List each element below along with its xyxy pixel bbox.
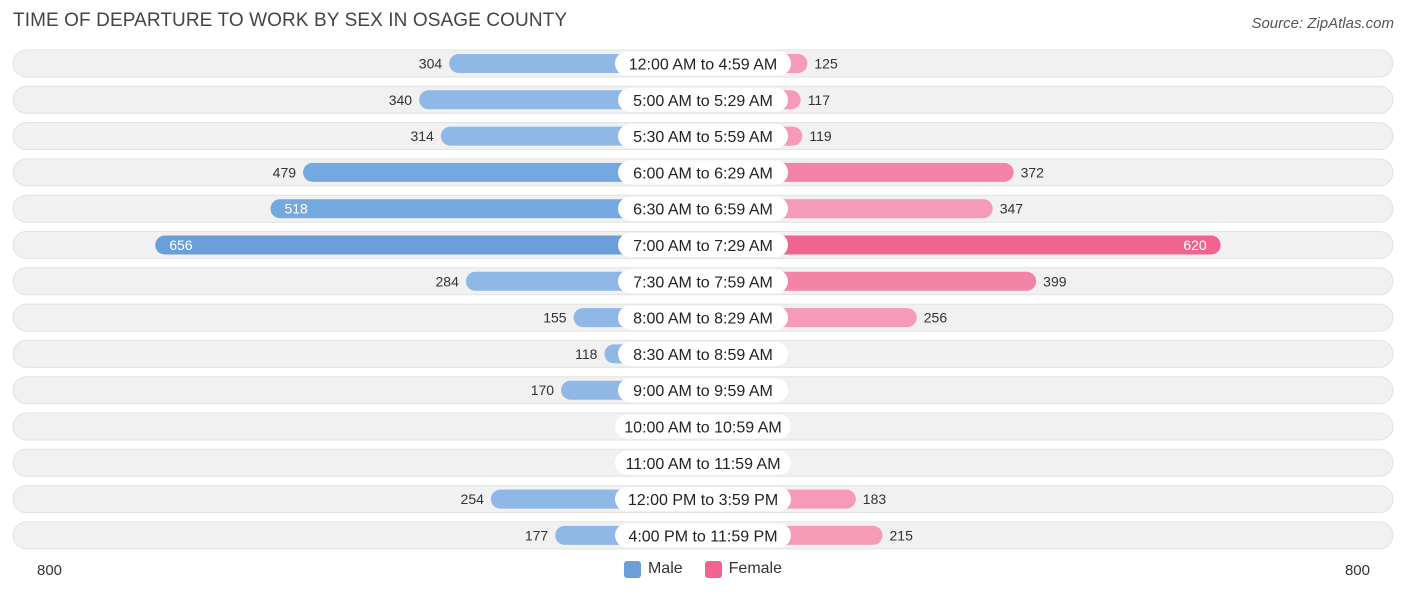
category-pill: [618, 124, 788, 149]
value-label-female: 620: [1183, 237, 1207, 253]
value-label-female: 183: [863, 491, 887, 507]
value-label-female: 399: [1043, 273, 1067, 289]
chart-title: TIME OF DEPARTURE TO WORK BY SEX IN OSAG…: [13, 10, 568, 31]
category-pill: [618, 378, 788, 403]
legend-label-male: Male: [647, 560, 683, 577]
value-label-male: 155: [543, 310, 567, 326]
category-pill: [618, 160, 788, 185]
value-label-female: 347: [1000, 201, 1024, 217]
value-label-male: 656: [169, 237, 193, 253]
value-label-male: 314: [410, 128, 434, 144]
value-label-male: 170: [531, 382, 555, 398]
value-label-female: 215: [890, 527, 914, 543]
category-pill: [615, 487, 791, 512]
value-label-male: 518: [284, 201, 308, 217]
category-pill: [615, 523, 791, 548]
value-label-female: 117: [808, 92, 831, 108]
value-label-male: 340: [389, 92, 413, 108]
category-pill: [618, 233, 788, 257]
value-label-male: 254: [461, 491, 485, 507]
legend: Male Female: [0, 560, 1406, 578]
category-pill: [618, 196, 788, 221]
value-label-female: 125: [814, 56, 838, 72]
chart-area: 304 125 12:00 AM to 4:59 AM 340 117 5:00 AM t…: [12, 49, 1394, 550]
category-label: 11:00 AM to 11:59 AM: [625, 456, 780, 473]
category-label: 6:00 AM to 6:29 AM: [633, 165, 773, 182]
legend-item-female: Female: [704, 560, 783, 578]
value-label-male: 304: [419, 56, 443, 72]
axis-label-left: 800: [37, 562, 63, 579]
axis-label-right: 800: [1344, 562, 1370, 579]
legend-swatch-female: [704, 560, 722, 578]
category-pill: [615, 51, 791, 76]
bar-female: [703, 235, 1221, 255]
value-label-female: 119: [809, 128, 832, 144]
legend-label-female: Female: [728, 560, 783, 577]
category-pill: [618, 87, 788, 112]
source-note: Source: ZipAtlas.com: [1251, 15, 1394, 32]
category-label: 8:00 AM to 8:29 AM: [633, 311, 773, 328]
value-label-male: 118: [575, 346, 598, 362]
category-label: 4:00 PM to 11:59 PM: [628, 528, 777, 545]
value-label-female: 256: [924, 310, 948, 326]
bar-male: [155, 235, 704, 255]
category-label: 7:00 AM to 7:29 AM: [633, 238, 773, 255]
category-label: 8:30 AM to 8:59 AM: [633, 347, 773, 364]
category-label: 5:30 AM to 5:59 AM: [633, 129, 773, 146]
legend-swatch-male: [623, 560, 641, 578]
category-pill: [618, 305, 788, 330]
category-label: 12:00 PM to 3:59 PM: [628, 492, 778, 509]
category-label: 10:00 AM to 10:59 AM: [624, 420, 781, 437]
bar-male: [303, 162, 703, 182]
value-label-male: 479: [273, 164, 297, 180]
legend-item-male: Male: [623, 560, 683, 578]
category-label: 12:00 AM to 4:59 AM: [629, 57, 778, 74]
bar-male: [270, 199, 703, 219]
category-pill: [615, 450, 791, 475]
category-pill: [618, 341, 788, 366]
category-pill: [615, 414, 791, 439]
category-label: 9:00 AM to 9:59 AM: [633, 383, 773, 400]
value-label-male: 284: [436, 273, 460, 289]
value-label-female: 372: [1021, 164, 1045, 180]
category-pill: [618, 269, 788, 294]
category-label: 5:00 AM to 5:29 AM: [633, 93, 773, 110]
category-label: 6:30 AM to 6:59 AM: [633, 202, 773, 219]
category-label: 7:30 AM to 7:59 AM: [633, 274, 773, 291]
value-label-male: 177: [525, 527, 549, 543]
